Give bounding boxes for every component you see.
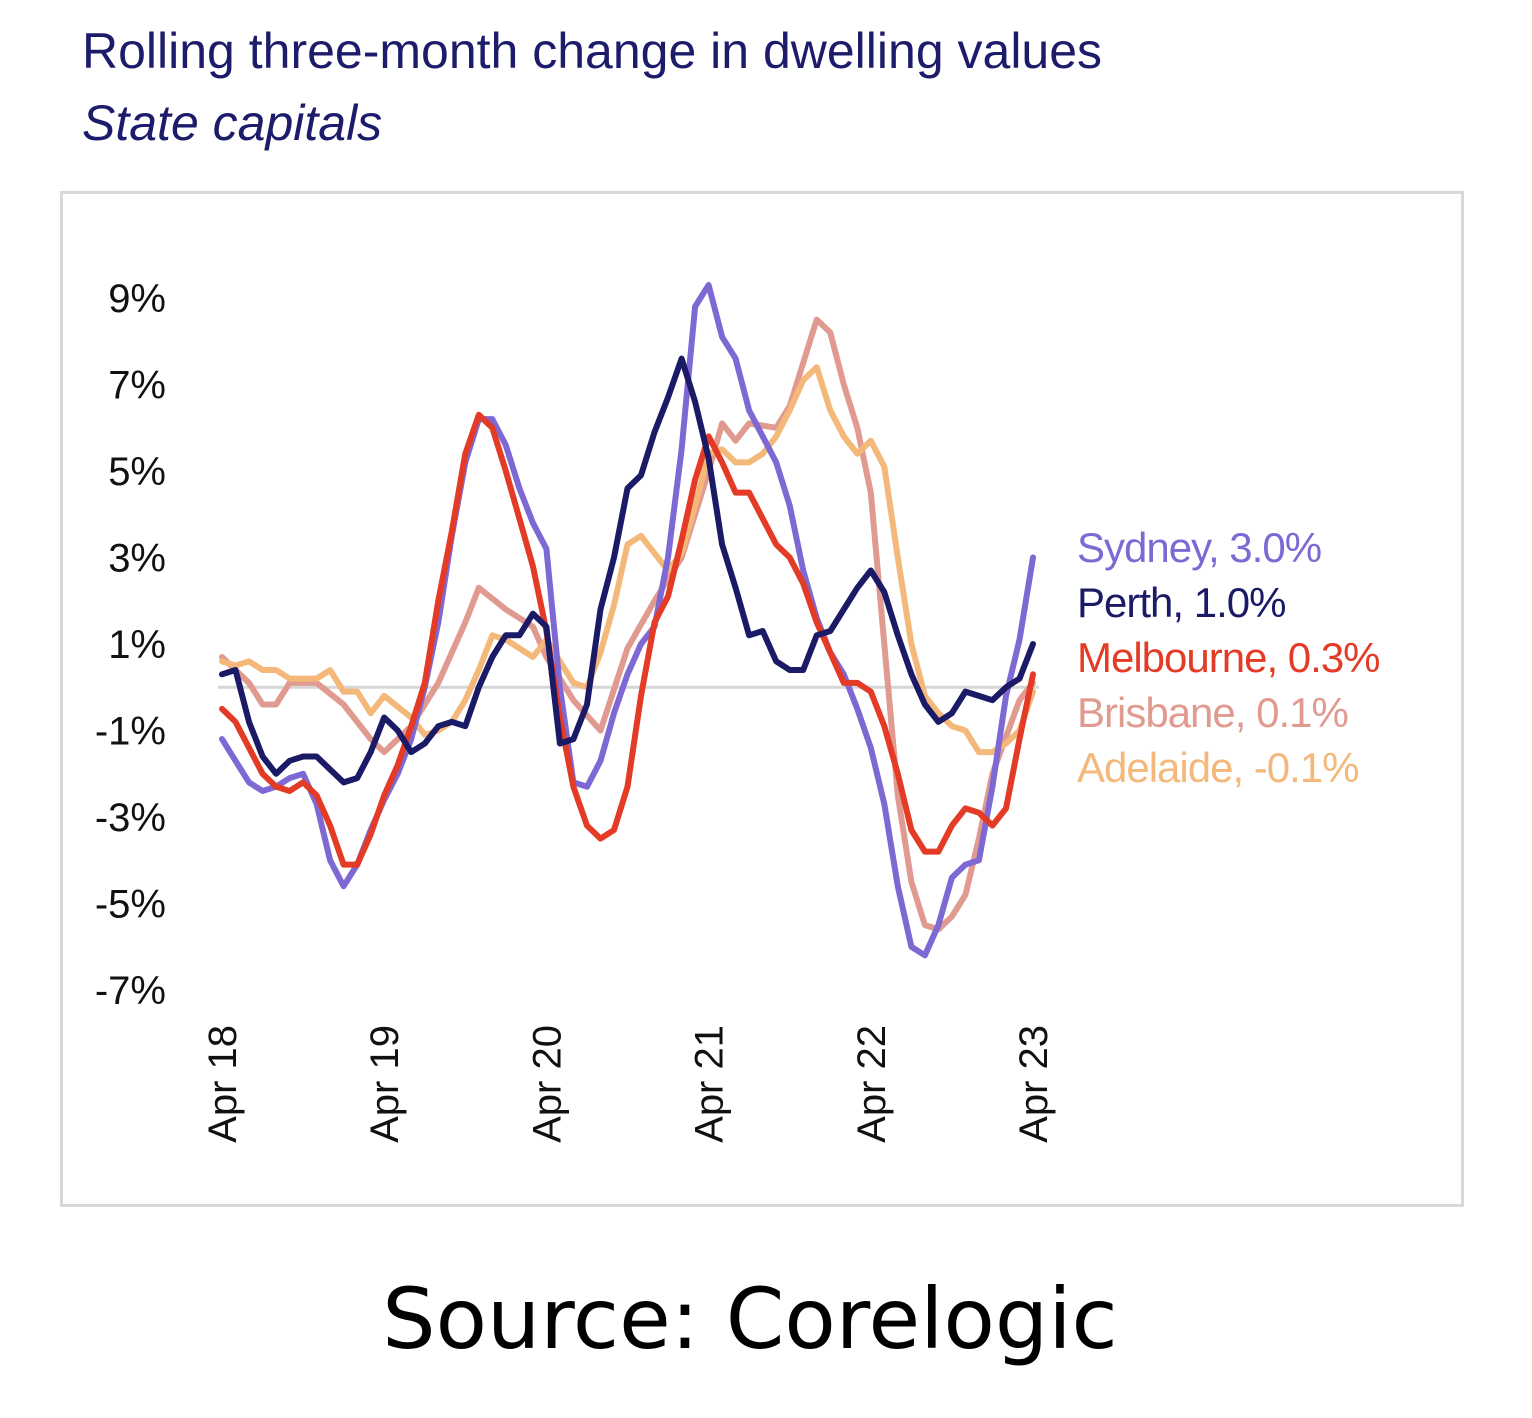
y-tick-label: 9% xyxy=(108,277,166,321)
y-axis-ticks: 9% 7% 5% 3% 1% -1% -3% -5% -7% xyxy=(95,277,166,1013)
y-tick-label: -1% xyxy=(95,710,166,754)
series-end-labels: Sydney, 3.0% Perth, 1.0% Melbourne, 0.3% Br… xyxy=(1077,524,1381,791)
x-axis-ticks: Apr 18 Apr 19 Apr 20 Apr 21 Apr 22 Apr 23 xyxy=(201,1025,1056,1143)
series-lines xyxy=(219,282,1036,959)
series-line-adelaide xyxy=(219,364,1036,756)
x-tick-label: Apr 22 xyxy=(850,1025,894,1143)
series-line-perth xyxy=(219,355,1036,786)
x-tick-label: Apr 21 xyxy=(688,1025,732,1143)
x-tick-label: Apr 23 xyxy=(1012,1025,1056,1143)
chart-subtitle: State capitals xyxy=(82,95,383,151)
chart-title: Rolling three-month change in dwelling v… xyxy=(82,23,1103,79)
x-tick-label: Apr 20 xyxy=(525,1025,569,1143)
y-tick-label: -3% xyxy=(95,796,166,840)
series-end-label-melbourne: Melbourne, 0.3% xyxy=(1077,634,1380,681)
series-end-label-brisbane: Brisbane, 0.1% xyxy=(1077,689,1348,736)
y-tick-label: -7% xyxy=(95,969,166,1013)
y-tick-label: 5% xyxy=(108,450,166,494)
series-line-sydney xyxy=(219,282,1036,959)
series-end-label-sydney: Sydney, 3.0% xyxy=(1077,524,1321,571)
y-tick-label: 7% xyxy=(108,364,166,408)
x-tick-label: Apr 18 xyxy=(201,1025,245,1143)
source-note: Source: Corelogic xyxy=(382,1270,1118,1368)
y-tick-label: 3% xyxy=(108,537,166,581)
chart-frame xyxy=(60,191,1464,1207)
x-tick-label: Apr 19 xyxy=(363,1025,407,1143)
y-tick-label: 1% xyxy=(108,623,166,667)
series-end-label-perth: Perth, 1.0% xyxy=(1077,579,1285,626)
series-line-melbourne xyxy=(219,411,1036,868)
series-end-label-adelaide: Adelaide, -0.1% xyxy=(1077,744,1359,791)
y-tick-label: -5% xyxy=(95,883,166,927)
